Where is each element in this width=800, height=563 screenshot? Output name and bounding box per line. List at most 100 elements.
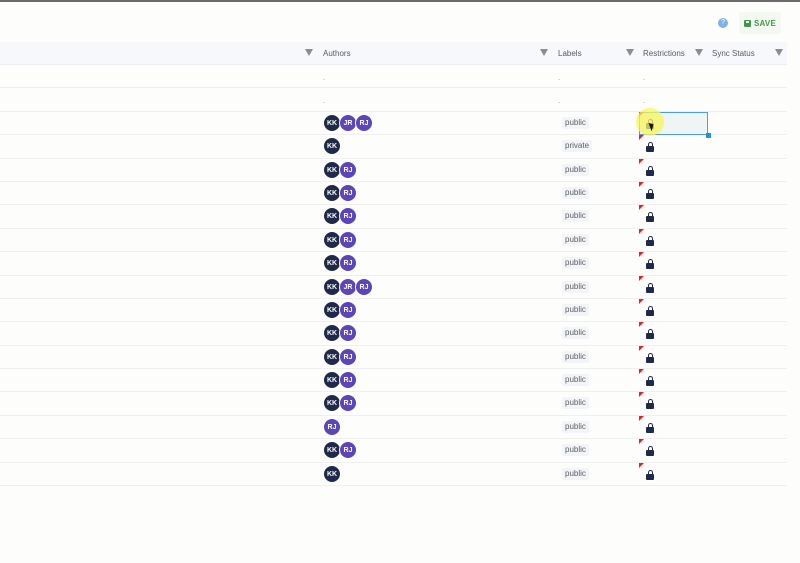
lock-icon[interactable]	[646, 446, 654, 457]
authors-cell[interactable]: KK RJ	[323, 394, 357, 413]
avatar[interactable]: RJ	[339, 254, 357, 273]
label-chip[interactable]: public	[562, 420, 589, 433]
label-chip[interactable]: public	[562, 186, 589, 199]
label-chip[interactable]: public	[562, 163, 589, 176]
lock-icon[interactable]	[646, 469, 654, 480]
label-chip[interactable]: public	[562, 280, 589, 293]
label-chip[interactable]: public	[562, 233, 589, 246]
lock-icon[interactable]	[646, 329, 654, 340]
lock-icon[interactable]	[646, 165, 654, 176]
lock-shackle	[647, 422, 653, 428]
label-chip[interactable]: private	[562, 140, 593, 153]
label-chip[interactable]: public	[562, 350, 589, 363]
label-chip[interactable]: public	[562, 444, 589, 457]
authors-cell[interactable]: KK RJ	[323, 183, 357, 202]
avatar[interactable]: RJ	[339, 300, 357, 319]
authors-cell[interactable]: KK JR RJ	[323, 277, 373, 296]
authors-cell[interactable]: KK RJ	[323, 441, 357, 460]
label-chip[interactable]: public	[562, 116, 589, 129]
lock-icon[interactable]	[646, 422, 654, 433]
avatar[interactable]: KK	[323, 160, 341, 179]
filter-icon-sync-status[interactable]	[775, 49, 783, 56]
table-row[interactable]: KK RJ public	[0, 345, 787, 370]
lock-icon[interactable]	[646, 212, 654, 223]
table-row[interactable]: KK public	[0, 462, 787, 487]
table-row[interactable]: KK RJ public	[0, 205, 787, 229]
table-row-empty[interactable]: . . .	[0, 88, 787, 112]
filter-icon-authors[interactable]	[540, 49, 548, 56]
lock-icon[interactable]	[646, 282, 654, 293]
avatar[interactable]: RJ	[339, 207, 357, 226]
lock-icon[interactable]	[646, 235, 654, 246]
avatar[interactable]: KK	[323, 324, 341, 343]
table-row[interactable]: KK private	[0, 135, 787, 159]
table-row[interactable]: KK RJ public	[0, 439, 787, 463]
authors-cell[interactable]: KK RJ	[323, 160, 357, 179]
label-chip[interactable]: public	[562, 374, 589, 387]
authors-cell[interactable]: KK RJ	[323, 347, 357, 366]
authors-cell[interactable]: KK RJ	[323, 207, 357, 226]
label-chip[interactable]: public	[562, 303, 589, 316]
lock-icon[interactable]	[646, 376, 654, 387]
authors-cell[interactable]: RJ	[323, 417, 341, 436]
lock-shackle	[647, 188, 653, 194]
authors-cell[interactable]: KK RJ	[323, 324, 357, 343]
avatar[interactable]: RJ	[323, 417, 341, 436]
avatar[interactable]: RJ	[339, 441, 357, 460]
lock-icon[interactable]	[646, 352, 654, 363]
table-row-empty[interactable]: . . .	[0, 65, 787, 89]
label-chip[interactable]: public	[562, 397, 589, 410]
authors-cell[interactable]: KK RJ	[323, 254, 357, 273]
avatar[interactable]: RJ	[339, 371, 357, 390]
avatar[interactable]: KK	[323, 347, 341, 366]
authors-cell[interactable]: KK	[323, 137, 341, 156]
fill-handle[interactable]	[706, 132, 711, 138]
avatar[interactable]: RJ	[339, 394, 357, 413]
lock-icon[interactable]	[646, 259, 654, 270]
label-chip[interactable]: public	[562, 257, 589, 270]
avatar[interactable]: RJ	[339, 347, 357, 366]
authors-cell[interactable]: KK RJ	[323, 371, 357, 390]
avatar[interactable]: KK	[323, 137, 341, 156]
filter-icon-restrictions[interactable]	[695, 49, 703, 56]
authors-cell[interactable]: KK	[323, 464, 341, 483]
table-row[interactable]: RJ public	[0, 415, 787, 440]
table-row[interactable]: KK RJ public	[0, 322, 787, 346]
avatar[interactable]: RJ	[355, 113, 373, 132]
save-button[interactable]: SAVE	[739, 12, 781, 34]
column-header-labels[interactable]: Labels	[558, 49, 582, 58]
table-row[interactable]: KK RJ public	[0, 252, 787, 276]
lock-icon[interactable]	[646, 142, 654, 153]
table-row[interactable]: KK RJ public	[0, 369, 787, 393]
table-row[interactable]: KK RJ public	[0, 298, 787, 323]
authors-cell[interactable]: KK RJ	[323, 300, 357, 319]
avatar[interactable]: RJ	[339, 230, 357, 249]
column-header-restrictions[interactable]: Restrictions	[643, 49, 685, 58]
table-row[interactable]: KK RJ public	[0, 158, 787, 182]
avatar[interactable]: KK	[323, 464, 341, 483]
label-chip[interactable]: public	[562, 327, 589, 340]
column-header-sync-status[interactable]: Sync Status	[712, 49, 755, 58]
table-row[interactable]: KK JR RJ public	[0, 111, 787, 138]
authors-cell[interactable]: KK JR RJ	[323, 113, 373, 132]
avatar[interactable]: RJ	[339, 160, 357, 179]
label-chip[interactable]: public	[562, 467, 589, 480]
table-row[interactable]: KK JR RJ public	[0, 275, 787, 299]
authors-cell[interactable]: KK RJ	[323, 230, 357, 249]
lock-icon[interactable]	[646, 399, 654, 410]
avatar[interactable]: JR	[339, 113, 357, 132]
table-row[interactable]: KK RJ public	[0, 228, 787, 253]
filter-icon[interactable]	[305, 49, 313, 56]
avatar[interactable]: RJ	[339, 183, 357, 202]
filter-icon-labels[interactable]	[626, 49, 634, 56]
table-row[interactable]: KK RJ public	[0, 392, 787, 416]
lock-icon[interactable]	[646, 305, 654, 316]
help-icon[interactable]: ?	[718, 18, 728, 28]
lock-icon[interactable]	[646, 188, 654, 199]
label-chip[interactable]: public	[562, 210, 589, 223]
avatar[interactable]: RJ	[355, 277, 373, 296]
table-row[interactable]: KK RJ public	[0, 181, 787, 206]
avatar[interactable]: RJ	[339, 324, 357, 343]
click-highlight	[636, 108, 664, 136]
column-header-authors[interactable]: Authors	[323, 49, 351, 58]
